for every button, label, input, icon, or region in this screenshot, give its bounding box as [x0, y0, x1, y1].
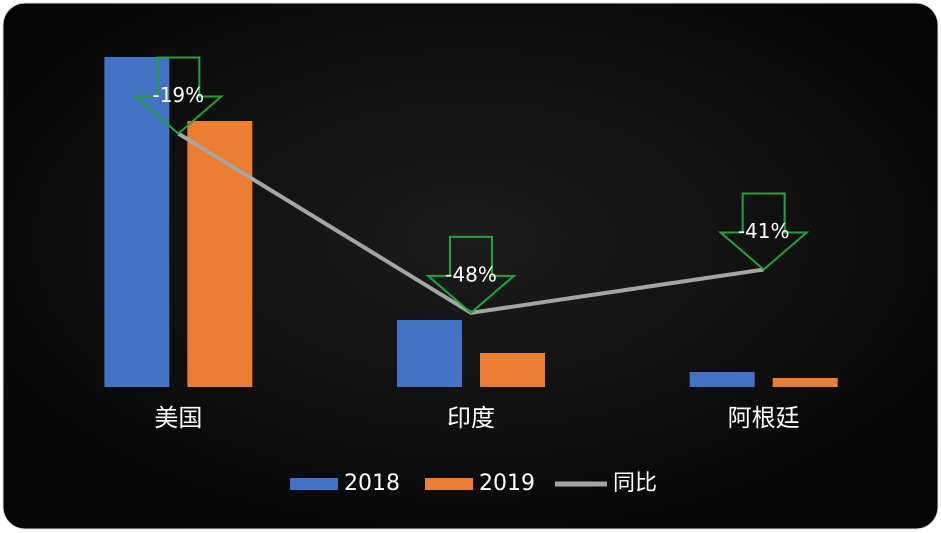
bar: [480, 353, 545, 387]
arrow: [717, 192, 810, 271]
bar: [397, 320, 462, 387]
arrow: [425, 235, 517, 315]
legend-label: 2018: [344, 471, 400, 496]
bar: [689, 372, 755, 387]
x-tick-label: 印度: [447, 404, 495, 432]
x-tick-label: 阿根廷: [728, 404, 800, 432]
data-label: -48%: [445, 262, 497, 286]
arrow: [132, 56, 225, 135]
bar: [104, 57, 170, 387]
x-tick-label: 美国: [154, 404, 202, 432]
legend-label: 2019: [479, 471, 535, 496]
bar: [772, 378, 838, 387]
legend-swatch: [290, 478, 338, 490]
legend-swatch: [425, 478, 473, 490]
bar: [187, 121, 253, 387]
data-label: -41%: [738, 219, 790, 243]
legend-label: 同比: [613, 471, 657, 496]
data-label: -19%: [152, 83, 204, 107]
